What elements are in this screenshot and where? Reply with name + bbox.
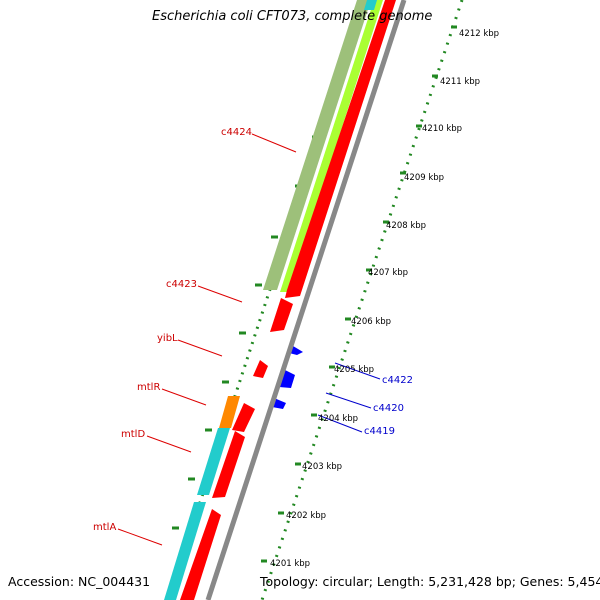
gene-mtlR-arrow [232, 403, 255, 432]
kbp-label: 4203 kbp [302, 462, 342, 472]
kbp-labels: 4212 kbp 4211 kbp 4210 kbp 4209 kbp 4208… [270, 29, 499, 569]
gene-label: c4419 [364, 426, 395, 437]
cog-band-cyan-top [364, 0, 377, 10]
cog-band-cyan-mtlD [197, 428, 230, 495]
gene-mtlA-arrow [180, 509, 221, 600]
gene-label: yibL [157, 333, 178, 344]
reverse-gene-labels: c4424 c4423 yibL mtlR mtlD mtlA [93, 127, 252, 533]
gene-label: mtlA [93, 522, 116, 533]
gene-c4423-arrow [270, 298, 293, 332]
kbp-label: 4208 kbp [386, 221, 426, 231]
accession-text: Accession: NC_004431 [8, 574, 151, 589]
kbp-major-ticks [261, 25, 457, 563]
gene-label: c4423 [166, 279, 197, 290]
gene-label: mtlR [137, 382, 160, 393]
cog-band-lime [280, 0, 383, 292]
gene-label: c4424 [221, 127, 252, 138]
kbp-label: 4210 kbp [422, 124, 462, 134]
cog-band-green [263, 0, 371, 290]
gene-label: c4420 [373, 403, 404, 414]
kbp-label: 4204 kbp [318, 414, 358, 424]
kbp-label: 4206 kbp [351, 317, 391, 327]
outer-tick-ring [260, 0, 464, 600]
genome-backbone [205, 0, 407, 600]
label-leaders-forward [317, 362, 381, 433]
kbp-label: 4205 kbp [334, 365, 374, 375]
gene-label: c4422 [382, 375, 413, 386]
gene-c4424-arrow [285, 0, 396, 298]
kbp-label: 4202 kbp [286, 511, 326, 521]
label-leaders-reverse [117, 133, 297, 546]
kbp-label: 4201 kbp [270, 559, 310, 569]
map-title: Escherichia coli CFT073, complete genome [152, 9, 433, 24]
gene-mtlD-arrow [212, 431, 245, 498]
gene-yibL-arrow [253, 360, 268, 378]
cog-band-orange [219, 396, 240, 428]
forward-gene-labels: c4422 c4420 c4419 [364, 375, 413, 437]
kbp-label: 4212 kbp [459, 29, 499, 39]
kbp-label: 4207 kbp [368, 268, 408, 278]
gene-label: mtlD [121, 429, 145, 440]
cog-band-cyan-mtlA [164, 502, 206, 600]
kbp-label: 4209 kbp [404, 173, 444, 183]
kbp-label: 4211 kbp [440, 77, 480, 87]
genome-stats-text: Topology: circular; Length: 5,231,428 bp… [260, 574, 600, 589]
